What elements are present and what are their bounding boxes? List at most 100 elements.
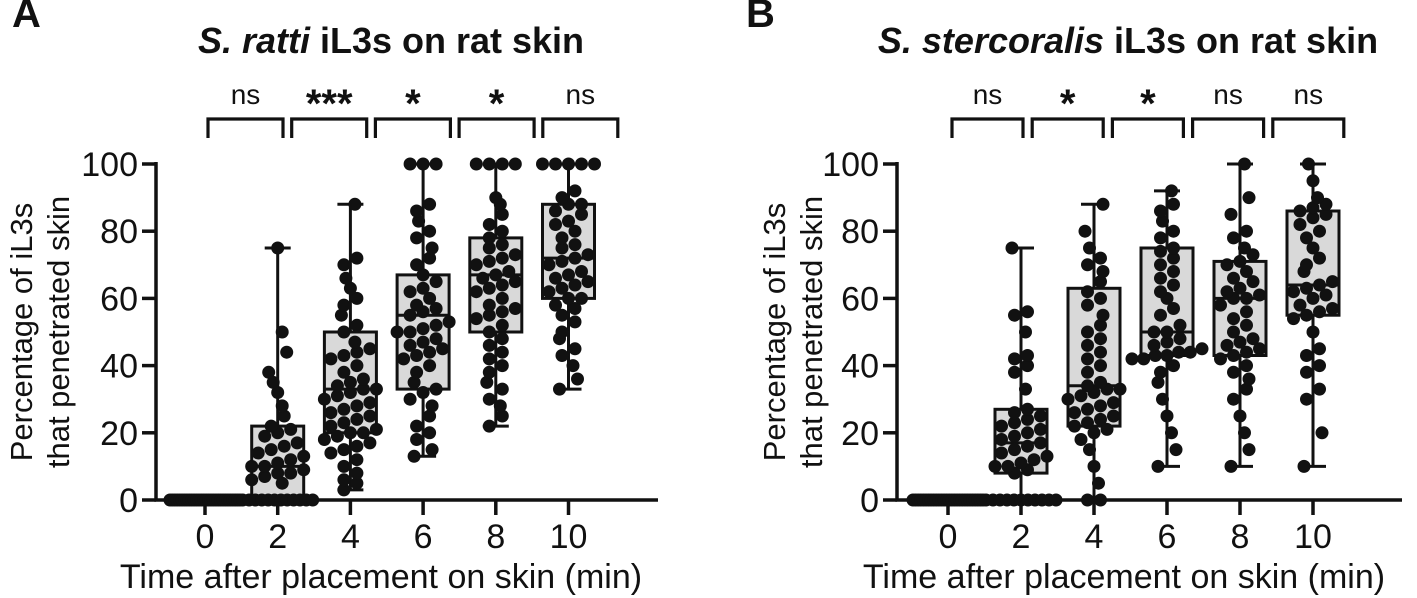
data-point: [1081, 338, 1094, 352]
data-point: [277, 439, 291, 453]
data-point: [1167, 302, 1180, 315]
data-point: [1306, 325, 1320, 339]
data-point: [416, 281, 430, 295]
data-point: [568, 224, 582, 238]
data-point: [363, 396, 377, 410]
data-point: [495, 291, 509, 305]
data-point: [403, 285, 417, 299]
data-point: [1240, 305, 1253, 319]
data-point: [1165, 184, 1178, 198]
scatter-group: [1214, 157, 1266, 473]
data-point: [245, 473, 259, 487]
data-point: [1125, 352, 1139, 366]
data-point: [568, 315, 582, 329]
data-point: [1081, 258, 1094, 272]
data-point: [1300, 258, 1313, 272]
significance-bracket: [950, 117, 1025, 138]
data-point: [1094, 493, 1107, 507]
data-point: [423, 409, 437, 423]
data-point: [588, 157, 601, 171]
data-point: [1313, 382, 1326, 396]
y-tick-label: 20: [841, 415, 879, 453]
data-point: [1227, 312, 1240, 326]
data-point: [429, 318, 443, 332]
data-point: [1061, 392, 1075, 406]
data-point: [369, 382, 383, 396]
data-point: [581, 248, 595, 262]
data-point: [495, 332, 509, 346]
x-tick-label: 0: [196, 518, 215, 556]
data-point: [555, 349, 569, 362]
data-point: [1087, 426, 1101, 440]
x-tick-label: 10: [1294, 518, 1332, 556]
data-point: [1233, 335, 1247, 349]
data-point: [1315, 426, 1329, 440]
data-point: [1313, 305, 1326, 319]
data-point: [1293, 298, 1307, 312]
data-point: [1074, 433, 1088, 446]
data-point: [1319, 207, 1333, 221]
data-point: [1148, 349, 1162, 362]
data-point: [1238, 241, 1251, 255]
panel-b-title-rest: iL3s on rat skin: [1104, 20, 1379, 61]
data-point: [562, 268, 575, 282]
data-point: [988, 459, 1002, 473]
data-point: [337, 298, 351, 312]
data-point: [1300, 231, 1313, 245]
data-point: [1094, 291, 1107, 305]
data-point: [1240, 224, 1253, 238]
data-point: [1151, 375, 1165, 389]
data-point: [1147, 338, 1161, 352]
data-point: [555, 281, 569, 295]
y-tick-label: 80: [841, 213, 879, 251]
data-point: [1313, 224, 1326, 238]
data-point: [1242, 372, 1256, 386]
data-point: [1195, 342, 1209, 356]
x-tick-label: 0: [939, 518, 958, 556]
data-point: [416, 335, 430, 349]
data-point: [495, 251, 509, 265]
data-point: [350, 251, 364, 265]
data-point: [1074, 389, 1088, 403]
data-point: [495, 359, 509, 373]
data-point: [423, 251, 437, 265]
data-point: [1169, 443, 1183, 457]
data-point: [1021, 439, 1034, 453]
data-point: [317, 392, 331, 406]
data-point: [356, 372, 370, 386]
data-point: [1154, 308, 1167, 322]
x-tick-label: 2: [1012, 518, 1031, 556]
data-point: [245, 459, 259, 473]
panel-a-title-species: S. ratti: [197, 20, 310, 61]
data-point: [1094, 275, 1107, 289]
data-point: [306, 493, 320, 507]
data-point: [423, 224, 437, 238]
data-point: [429, 157, 443, 171]
x-tick-label: 8: [1231, 518, 1250, 556]
data-point: [1242, 443, 1256, 457]
data-point: [495, 318, 509, 332]
data-point: [995, 419, 1008, 433]
data-point: [1160, 335, 1174, 349]
data-point: [350, 439, 364, 453]
data-point: [251, 446, 265, 460]
data-point: [1160, 349, 1174, 362]
data-point: [343, 386, 357, 399]
data-point: [271, 386, 285, 399]
data-point: [436, 342, 450, 356]
data-point: [1300, 308, 1313, 322]
data-point: [350, 412, 364, 426]
data-point: [275, 476, 289, 490]
x-tick-label: 8: [486, 518, 505, 556]
data-point: [363, 342, 377, 356]
panel-b-y-axis-label: Percentage of iL3s that penetrated skin: [756, 162, 830, 502]
significance-bracket: [1110, 117, 1185, 138]
data-point: [1240, 382, 1253, 396]
data-point: [1096, 308, 1110, 322]
data-point: [403, 338, 417, 352]
data-point: [407, 375, 421, 389]
data-point: [1019, 325, 1032, 339]
significance-label: ns: [231, 79, 261, 110]
